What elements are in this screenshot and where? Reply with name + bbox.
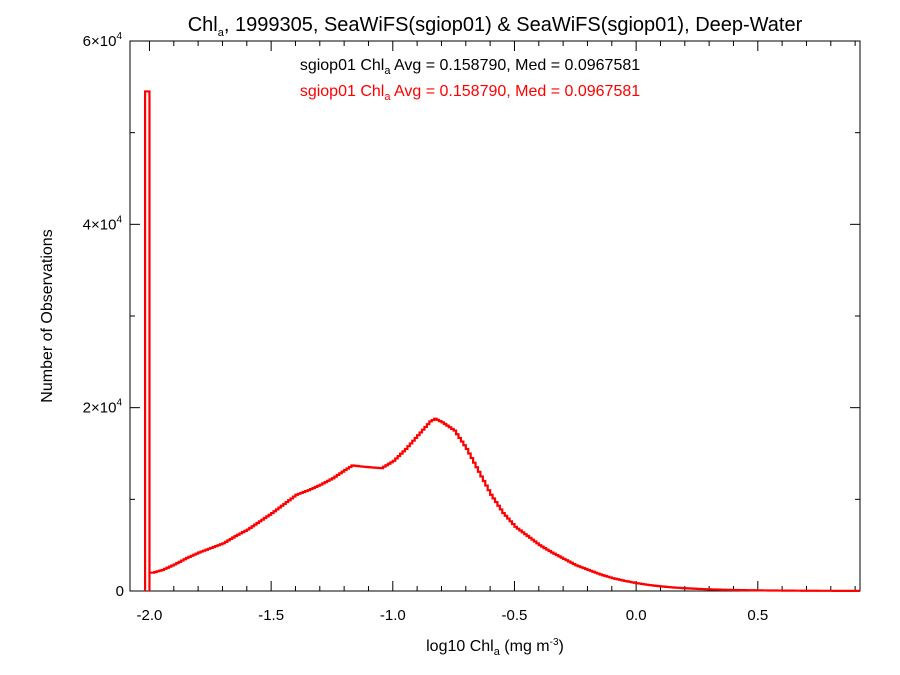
legend-entry-red: sgiop01 Chla Avg = 0.158790, Med = 0.096… [300, 83, 640, 103]
x-axis-label: log10 Chla (mg m-3) [426, 637, 564, 658]
y-tick-label: 0 [116, 583, 124, 600]
y-tick-label: 6×104 [83, 31, 123, 50]
x-tick-label: -0.5 [502, 607, 528, 624]
y-tick-label: 2×104 [83, 398, 123, 417]
chart-title: Chla, 1999305, SeaWiFS(sgiop01) & SeaWiF… [188, 14, 803, 39]
y-axis: 0 2×104 4×104 6×104 [83, 31, 860, 600]
x-tick-label: -1.0 [380, 607, 406, 624]
x-tick-label: -1.5 [258, 607, 284, 624]
y-axis-label: Number of Observations [39, 229, 56, 402]
plot-frame [129, 40, 861, 592]
legend-entry-black: sgiop01 Chla Avg = 0.158790, Med = 0.096… [300, 57, 640, 77]
x-axis: -2.0 -1.5 -1.0 -0.5 0.0 0.5 [137, 41, 856, 624]
histogram-series-red [143, 90, 860, 593]
x-tick-label: 0.0 [626, 607, 647, 624]
x-tick-label: 0.5 [747, 607, 768, 624]
x-tick-label: -2.0 [137, 607, 163, 624]
y-tick-label: 4×104 [83, 214, 123, 233]
